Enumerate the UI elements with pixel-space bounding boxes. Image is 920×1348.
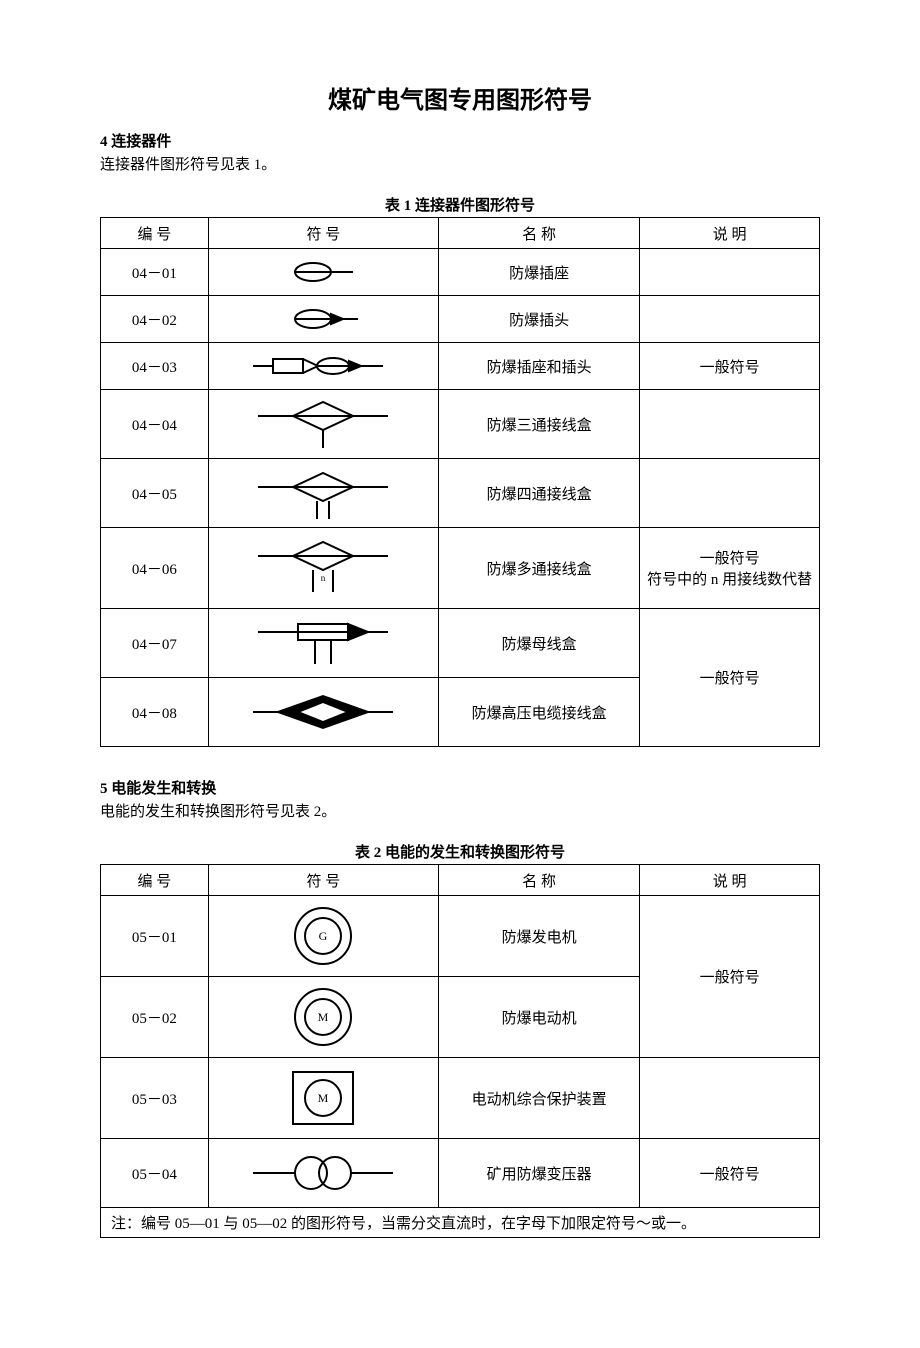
cell-sym (208, 343, 438, 390)
section4-desc: 连接器件图形符号见表 1。 (100, 153, 820, 174)
table-row: 04－07 防爆母线盒 一般符号 (101, 609, 820, 678)
cell-num: 05－03 (101, 1058, 209, 1139)
th-sym: 符 号 (208, 865, 438, 896)
table-row: 05－01 G 防爆发电机 一般符号 (101, 896, 820, 977)
cell-sym (208, 609, 438, 678)
cell-sym: G (208, 896, 438, 977)
cell-num: 04－01 (101, 249, 209, 296)
cell-num: 04－02 (101, 296, 209, 343)
cell-note (640, 249, 820, 296)
table-row: 05－03 M 电动机综合保护装置 (101, 1058, 820, 1139)
cell-note (640, 296, 820, 343)
table-row: 04－03 防爆插座和插头 一般符号 (101, 343, 820, 390)
cell-name: 防爆发电机 (438, 896, 639, 977)
section4-heading: 4 连接器件 (100, 130, 820, 151)
cell-num: 05－01 (101, 896, 209, 977)
symbol-plug-icon (263, 304, 383, 334)
svg-text:M: M (318, 1091, 329, 1105)
cell-sym (208, 678, 438, 747)
cell-sym (208, 1139, 438, 1208)
symbol-hv-cable-box-icon (243, 688, 403, 736)
cell-num: 05－02 (101, 977, 209, 1058)
cell-name: 防爆母线盒 (438, 609, 639, 678)
th-name: 名 称 (438, 865, 639, 896)
table-row: 05－04 矿用防爆变压器 一般符号 (101, 1139, 820, 1208)
symbol-busbar-box-icon (243, 614, 403, 672)
table-row: 04－06 n 防爆多通接线盒 一般符号 符号中的 n 用接线数代替 (101, 528, 820, 609)
cell-name: 防爆插座和插头 (438, 343, 639, 390)
table2: 编 号 符 号 名 称 说 明 05－01 G 防爆发电机 一般符号 05－02 (100, 864, 820, 1238)
symbol-socket-icon (263, 257, 383, 287)
cell-num: 04－06 (101, 528, 209, 609)
cell-num: 04－08 (101, 678, 209, 747)
cell-num: 04－07 (101, 609, 209, 678)
th-name: 名 称 (438, 218, 639, 249)
cell-name: 防爆插座 (438, 249, 639, 296)
symbol-3way-box-icon (243, 396, 403, 452)
table1-caption: 表 1 连接器件图形符号 (100, 194, 820, 215)
cell-sym: M (208, 977, 438, 1058)
table2-header-row: 编 号 符 号 名 称 说 明 (101, 865, 820, 896)
cell-num: 05－04 (101, 1139, 209, 1208)
symbol-transformer-icon (243, 1148, 403, 1198)
cell-num: 04－05 (101, 459, 209, 528)
cell-sym (208, 296, 438, 343)
table-row: 04－05 防爆四通接线盒 (101, 459, 820, 528)
cell-sym: n (208, 528, 438, 609)
cell-name: 电动机综合保护装置 (438, 1058, 639, 1139)
table-row: 04－04 防爆三通接线盒 (101, 390, 820, 459)
cell-name: 防爆电动机 (438, 977, 639, 1058)
symbol-socket-plug-icon (243, 351, 403, 381)
th-num: 编 号 (101, 218, 209, 249)
symbol-generator-icon: G (273, 900, 373, 972)
table-row: 04－01 防爆插座 (101, 249, 820, 296)
cell-sym (208, 249, 438, 296)
cell-name: 防爆四通接线盒 (438, 459, 639, 528)
cell-note (640, 390, 820, 459)
th-note: 说 明 (640, 218, 820, 249)
th-num: 编 号 (101, 865, 209, 896)
cell-name: 矿用防爆变压器 (438, 1139, 639, 1208)
section5-desc: 电能的发生和转换图形符号见表 2。 (100, 800, 820, 821)
table2-caption: 表 2 电能的发生和转换图形符号 (100, 841, 820, 862)
cell-name: 防爆高压电缆接线盒 (438, 678, 639, 747)
svg-text:n: n (321, 573, 326, 583)
cell-note: 一般符号 (640, 1139, 820, 1208)
table1: 编 号 符 号 名 称 说 明 04－01 防爆插座 04－02 (100, 217, 820, 747)
table2-footnote-row: 注：编号 05—01 与 05—02 的图形符号，当需分交直流时，在字母下加限定… (101, 1208, 820, 1238)
cell-num: 04－04 (101, 390, 209, 459)
svg-text:G: G (319, 929, 328, 943)
cell-note (640, 1058, 820, 1139)
cell-note: 一般符号 符号中的 n 用接线数代替 (640, 528, 820, 609)
cell-num: 04－03 (101, 343, 209, 390)
table2-footnote: 注：编号 05—01 与 05—02 的图形符号，当需分交直流时，在字母下加限定… (101, 1208, 820, 1238)
svg-text:M: M (318, 1010, 329, 1024)
symbol-4way-box-icon (243, 463, 403, 523)
cell-name: 防爆三通接线盒 (438, 390, 639, 459)
th-note: 说 明 (640, 865, 820, 896)
cell-sym (208, 390, 438, 459)
cell-sym (208, 459, 438, 528)
symbol-nway-box-icon: n (243, 534, 403, 602)
cell-note: 一般符号 (640, 343, 820, 390)
section5-heading: 5 电能发生和转换 (100, 777, 820, 798)
th-sym: 符 号 (208, 218, 438, 249)
cell-name: 防爆插头 (438, 296, 639, 343)
cell-sym: M (208, 1058, 438, 1139)
symbol-motor-icon: M (273, 981, 373, 1053)
cell-note (640, 459, 820, 528)
cell-name: 防爆多通接线盒 (438, 528, 639, 609)
page-title: 煤矿电气图专用图形符号 (100, 80, 820, 115)
cell-note: 一般符号 (640, 896, 820, 1058)
cell-note: 一般符号 (640, 609, 820, 747)
symbol-motor-protect-icon: M (273, 1062, 373, 1134)
table1-header-row: 编 号 符 号 名 称 说 明 (101, 218, 820, 249)
table-row: 04－02 防爆插头 (101, 296, 820, 343)
